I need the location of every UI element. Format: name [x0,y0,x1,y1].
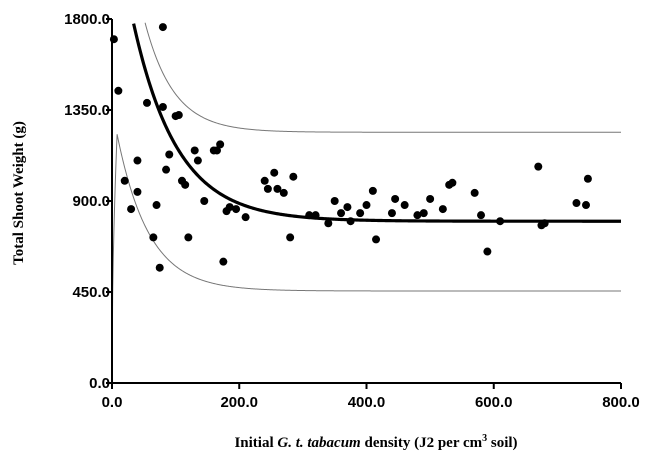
data-point [133,187,142,196]
data-point [483,247,492,256]
data-point [184,233,193,242]
data-points [109,23,592,272]
data-point [270,168,279,177]
data-point [149,233,158,242]
data-point [289,172,298,181]
data-point [155,263,164,272]
x-axis-title-post: soil) [487,435,517,451]
data-point [286,233,295,242]
x-axis-title-pre: Initial [234,435,277,451]
data-point [362,201,371,210]
x-tick-label: 400.0 [348,394,386,411]
data-point [540,219,549,228]
data-point [400,201,409,210]
data-point [582,201,591,210]
y-tick-label: 900.0 [72,193,110,210]
data-point [273,184,282,193]
data-point [142,98,151,107]
confidence-bands [111,22,621,384]
data-point [165,150,174,159]
data-point [241,213,250,222]
data-point [174,111,183,120]
x-tick-label: 600.0 [475,394,513,411]
x-axis-title: Initial G. t. tabacum density (J2 per cm… [234,433,517,451]
data-point [279,188,288,197]
data-point [190,146,199,155]
data-point [152,201,161,210]
data-point [470,188,479,197]
data-point [232,205,241,214]
data-point [496,217,505,226]
data-point [534,162,543,171]
upper-confidence-band [144,22,621,133]
data-point [311,211,320,220]
data-point [225,203,234,212]
axes [106,18,622,389]
data-point [162,165,171,174]
data-point [337,209,346,218]
y-tick-label: 450.0 [72,284,110,301]
data-point [391,194,400,203]
fit-curve [132,23,621,223]
data-point [216,140,225,149]
x-axis-title-sup: 3 [482,433,487,444]
data-point [448,178,457,187]
y-tick-label: 1800.0 [64,11,110,28]
data-point [372,235,381,244]
data-point [324,219,333,228]
data-point [330,197,339,205]
data-point [356,209,365,218]
data-point [263,184,272,193]
data-point [127,205,136,214]
data-point [419,209,428,218]
lower-confidence-band [111,134,621,384]
data-point [477,211,486,220]
data-point [133,156,142,165]
data-point [426,194,435,203]
data-point [212,146,221,155]
tick-labels: 0.0 200.0 400.0 600.0 800.0 0.0 450.0 900.0 1350… [64,11,640,411]
data-point [572,199,581,208]
data-point [200,197,209,205]
data-point [181,180,190,189]
data-point [387,209,396,218]
y-axis-title: Total Shoot Weight (g) [11,121,27,265]
data-point [114,86,123,95]
x-tick-label: 800.0 [602,394,640,411]
data-point [158,23,167,32]
data-point [413,211,422,220]
data-point [260,176,269,185]
data-point [368,186,377,195]
data-point [583,174,592,183]
x-tick-label: 200.0 [220,394,258,411]
x-axis-title-mid: density (J2 per cm [361,435,483,451]
data-point [343,203,352,212]
data-point [305,211,314,220]
data-point [219,257,228,266]
y-tick-label: 0.0 [89,375,110,392]
data-point [346,217,355,226]
y-tick-label: 1350.0 [64,102,110,119]
data-point [193,156,202,165]
data-point [438,205,447,214]
x-tick-label: 0.0 [102,394,123,411]
data-point [120,176,129,185]
data-point [158,102,167,111]
x-axis-title-species: G. t. tabacum [277,435,360,451]
